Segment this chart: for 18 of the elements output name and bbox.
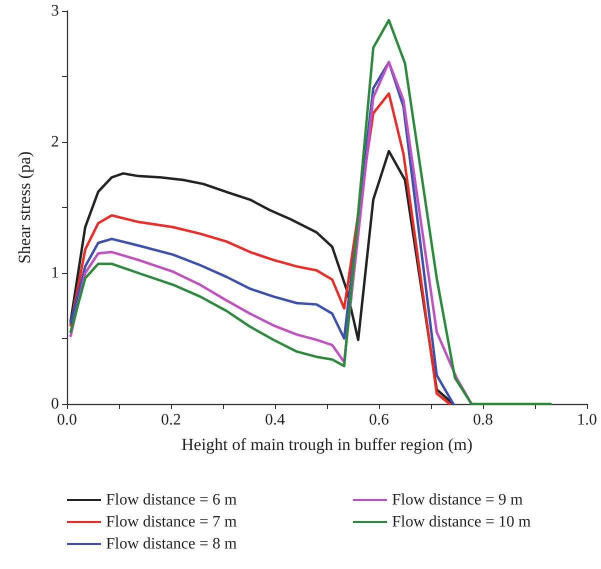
x-tick-label: 0.8 — [473, 412, 493, 428]
y-tick-label: 1 — [51, 264, 59, 282]
x-tick-label: 0.2 — [161, 412, 181, 428]
x-tick-label: 0.4 — [265, 412, 285, 428]
line-series — [69, 18, 552, 406]
x-tick-label: 1.0 — [577, 412, 597, 428]
legend-label: Flow distance = 7 m — [106, 514, 238, 530]
x-axis-title: Height of main trough in buffer region (m) — [182, 435, 472, 454]
legend-label: Flow distance = 8 m — [106, 536, 238, 552]
x-tick-label: 0.0 — [57, 412, 77, 428]
legend-label: Flow distance = 9 m — [392, 492, 524, 508]
y-axis-title: Shear stress (pa) — [15, 151, 34, 264]
y-tick-label: 2 — [51, 134, 59, 150]
legend-label: Flow distance = 10 m — [392, 514, 532, 530]
x-tick-label: 0.6 — [369, 412, 389, 428]
legend-label: Flow distance = 6 m — [106, 492, 238, 508]
y-tick-label: 3 — [51, 2, 59, 20]
y-tick-label: 0 — [51, 396, 59, 412]
